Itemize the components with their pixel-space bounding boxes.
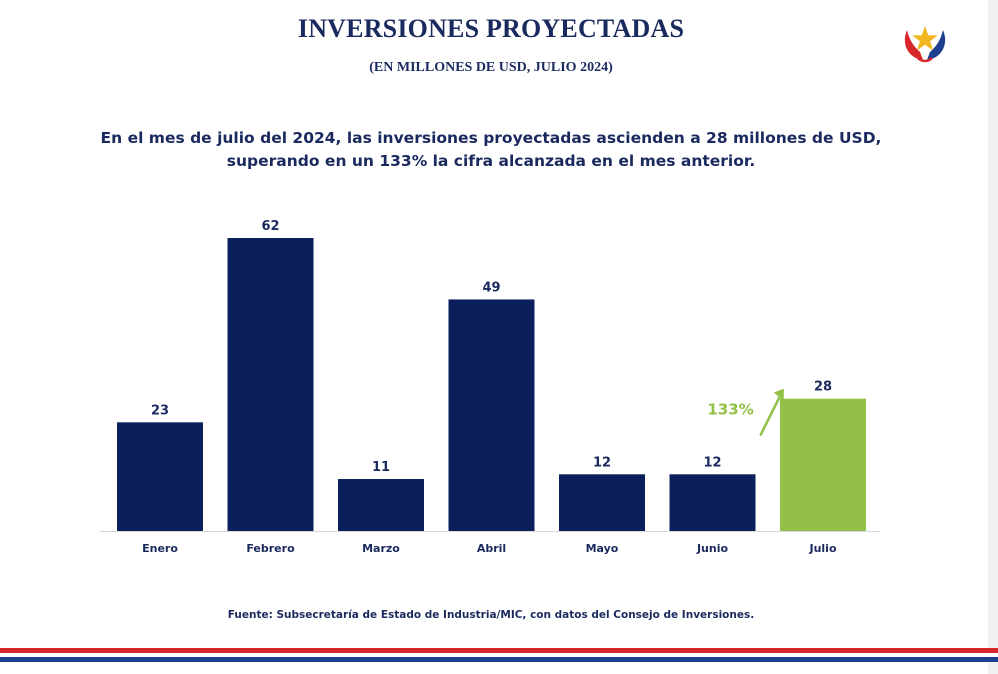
- bar-chart: 23 Enero 62 Febrero 11 Marzo 49 Abril 12 Mayo 12 Ju…: [100, 219, 880, 555]
- bar-julio: [780, 398, 866, 531]
- headline: En el mes de julio del 2024, las inversi…: [60, 127, 922, 173]
- data-label-junio: 12: [703, 455, 721, 470]
- paraguay-seal-star-icon: [904, 26, 946, 63]
- bar-enero: [117, 422, 203, 531]
- source-note: Fuente: Subsecretaría de Estado de Indus…: [227, 609, 755, 621]
- bar-junio: [669, 474, 756, 531]
- tick-label-marzo: Marzo: [362, 542, 400, 555]
- page-title: INVERSIONES PROYECTADAS: [297, 14, 685, 43]
- data-label-julio: 28: [814, 380, 832, 395]
- tick-label-mayo: Mayo: [586, 542, 619, 555]
- bar-abril: [448, 299, 535, 531]
- tick-label-julio: Julio: [808, 542, 836, 555]
- data-label-marzo: 11: [372, 460, 390, 475]
- page-edge: [988, 0, 998, 674]
- growth-annotation-label: 133%: [707, 401, 753, 419]
- flag-stripe-white: [0, 653, 998, 657]
- tick-label-abril: Abril: [477, 542, 506, 555]
- data-label-enero: 23: [151, 403, 169, 418]
- bar-mayo: [559, 474, 645, 531]
- bar-marzo: [338, 479, 424, 531]
- data-label-mayo: 12: [593, 455, 611, 470]
- headline-line-2: superando en un 133% la cifra alcanzada …: [226, 152, 756, 170]
- headline-line-1: En el mes de julio del 2024, las inversi…: [100, 129, 882, 147]
- tick-label-febrero: Febrero: [246, 542, 295, 555]
- data-label-febrero: 62: [261, 219, 279, 234]
- arrow-up-right-icon: [759, 388, 784, 436]
- flag-stripe-blue: [0, 657, 998, 662]
- data-label-abril: 49: [482, 280, 500, 295]
- tick-label-enero: Enero: [142, 542, 178, 555]
- tick-label-junio: Junio: [696, 542, 729, 555]
- bar-febrero: [227, 238, 314, 531]
- flag-stripe-red: [0, 648, 998, 653]
- page-subtitle: (EN MILLONES DE USD, JULIO 2024): [369, 60, 613, 75]
